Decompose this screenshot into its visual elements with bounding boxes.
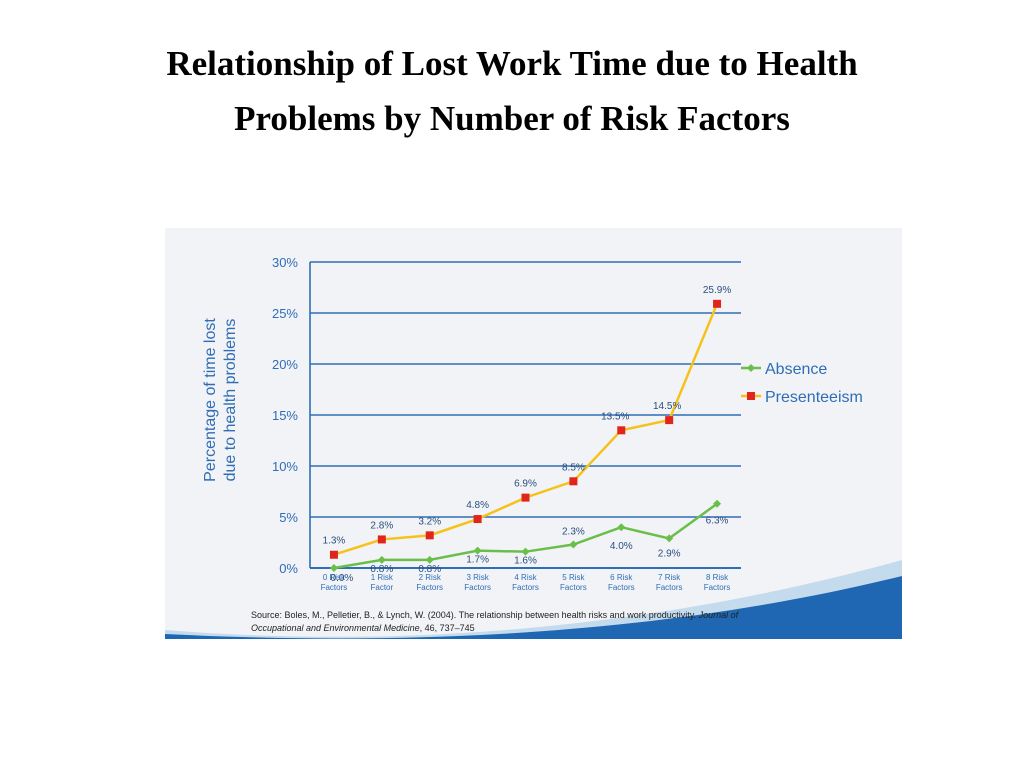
data-label-presenteeism: 6.9% xyxy=(514,479,537,490)
data-label-presenteeism: 8.5% xyxy=(562,462,585,473)
source-citation: Source: Boles, M., Pelletier, B., & Lync… xyxy=(251,609,771,635)
y-tick-label: 30% xyxy=(272,255,298,270)
data-label-absence: 1.7% xyxy=(466,555,489,566)
data-point-presenteeism xyxy=(521,493,530,502)
data-label-presenteeism: 1.3% xyxy=(323,536,346,547)
x-tick-label: Factors xyxy=(704,583,731,592)
data-point-presenteeism xyxy=(617,426,626,435)
y-tick-label: 10% xyxy=(272,459,298,474)
x-tick-label: 2 Risk xyxy=(419,573,442,582)
data-point-presenteeism xyxy=(377,535,386,544)
x-tick-label: Factors xyxy=(416,583,443,592)
data-label-presenteeism: 13.5% xyxy=(601,411,629,422)
x-tick-label: 4 Risk xyxy=(514,573,537,582)
x-tick-label: 5 Risk xyxy=(562,573,585,582)
x-tick-label: Factors xyxy=(464,583,491,592)
y-tick-label: 25% xyxy=(272,306,298,321)
data-point-absence xyxy=(425,555,434,564)
data-point-presenteeism xyxy=(569,477,578,486)
x-tick-label: Factor xyxy=(370,583,393,592)
data-label-absence: 6.3% xyxy=(706,516,729,527)
x-tick-label: Factors xyxy=(656,583,683,592)
x-tick-label: Factors xyxy=(321,583,348,592)
data-point-absence xyxy=(473,546,482,555)
data-point-absence xyxy=(521,547,530,556)
x-tick-label: 8 Risk xyxy=(706,573,729,582)
y-axis-title: due to health problems xyxy=(222,319,239,482)
data-point-presenteeism xyxy=(425,531,434,540)
data-label-absence: 0.8% xyxy=(370,564,393,575)
x-tick-label: Factors xyxy=(512,583,539,592)
data-label-presenteeism: 2.8% xyxy=(370,520,393,531)
data-label-presenteeism: 4.8% xyxy=(466,500,489,511)
y-tick-label: 15% xyxy=(272,408,298,423)
x-tick-label: 3 Risk xyxy=(466,573,489,582)
x-tick-label: Factors xyxy=(608,583,635,592)
data-label-absence: 1.6% xyxy=(514,556,537,567)
slide-title: Relationship of Lost Work Time due to He… xyxy=(60,36,964,146)
y-tick-label: 20% xyxy=(272,357,298,372)
background-wave xyxy=(165,576,902,639)
chart-figure: 0% 5% 10% 15% 20% 25% 30% Percentage of time lo… xyxy=(165,228,902,639)
legend-marker-absence xyxy=(747,364,755,372)
data-point-absence xyxy=(329,564,338,572)
data-point-presenteeism xyxy=(713,299,722,308)
data-point-absence xyxy=(713,499,722,508)
source-volume: , 46, 737–745 xyxy=(419,623,475,633)
data-point-absence xyxy=(617,523,626,532)
data-point-presenteeism xyxy=(665,416,674,425)
data-point-presenteeism xyxy=(329,550,338,559)
data-label-presenteeism: 25.9% xyxy=(703,285,731,296)
y-tick-label: 5% xyxy=(279,510,298,525)
legend-marker-presenteeism xyxy=(747,392,755,400)
data-point-absence xyxy=(377,555,386,564)
data-point-presenteeism xyxy=(473,515,482,524)
data-label-absence: 0.8% xyxy=(418,564,441,575)
source-text: Source: Boles, M., Pelletier, B., & Lync… xyxy=(251,610,697,620)
slide-title-line-1: Relationship of Lost Work Time due to He… xyxy=(166,44,858,83)
data-label-absence: 4.0% xyxy=(610,541,633,552)
data-label-presenteeism: 14.5% xyxy=(653,401,681,412)
source-journal: Journal of Occupational and Environmenta… xyxy=(251,610,739,633)
x-tick-label: 7 Risk xyxy=(658,573,681,582)
slide-title-line-2: Problems by Number of Risk Factors xyxy=(234,99,790,138)
x-tick-label: 1 Risk xyxy=(371,573,394,582)
x-tick-label: 6 Risk xyxy=(610,573,633,582)
x-tick-label: Factors xyxy=(560,583,587,592)
data-label-absence: 2.3% xyxy=(562,527,585,538)
legend-label-presenteeism: Presenteeism xyxy=(765,389,863,406)
data-label-presenteeism: 3.2% xyxy=(418,516,441,527)
legend-label-absence: Absence xyxy=(765,361,827,378)
data-label-absence: 0.0% xyxy=(331,573,354,584)
line-chart: 0% 5% 10% 15% 20% 25% 30% Percentage of time lo… xyxy=(165,255,902,639)
y-axis-title: Percentage of time lost xyxy=(202,318,219,482)
data-label-absence: 2.9% xyxy=(658,548,681,559)
x-tick-label: 0 Risk xyxy=(323,573,346,582)
y-tick-label: 0% xyxy=(279,561,298,576)
data-point-absence xyxy=(569,540,578,549)
data-point-absence xyxy=(665,534,674,543)
